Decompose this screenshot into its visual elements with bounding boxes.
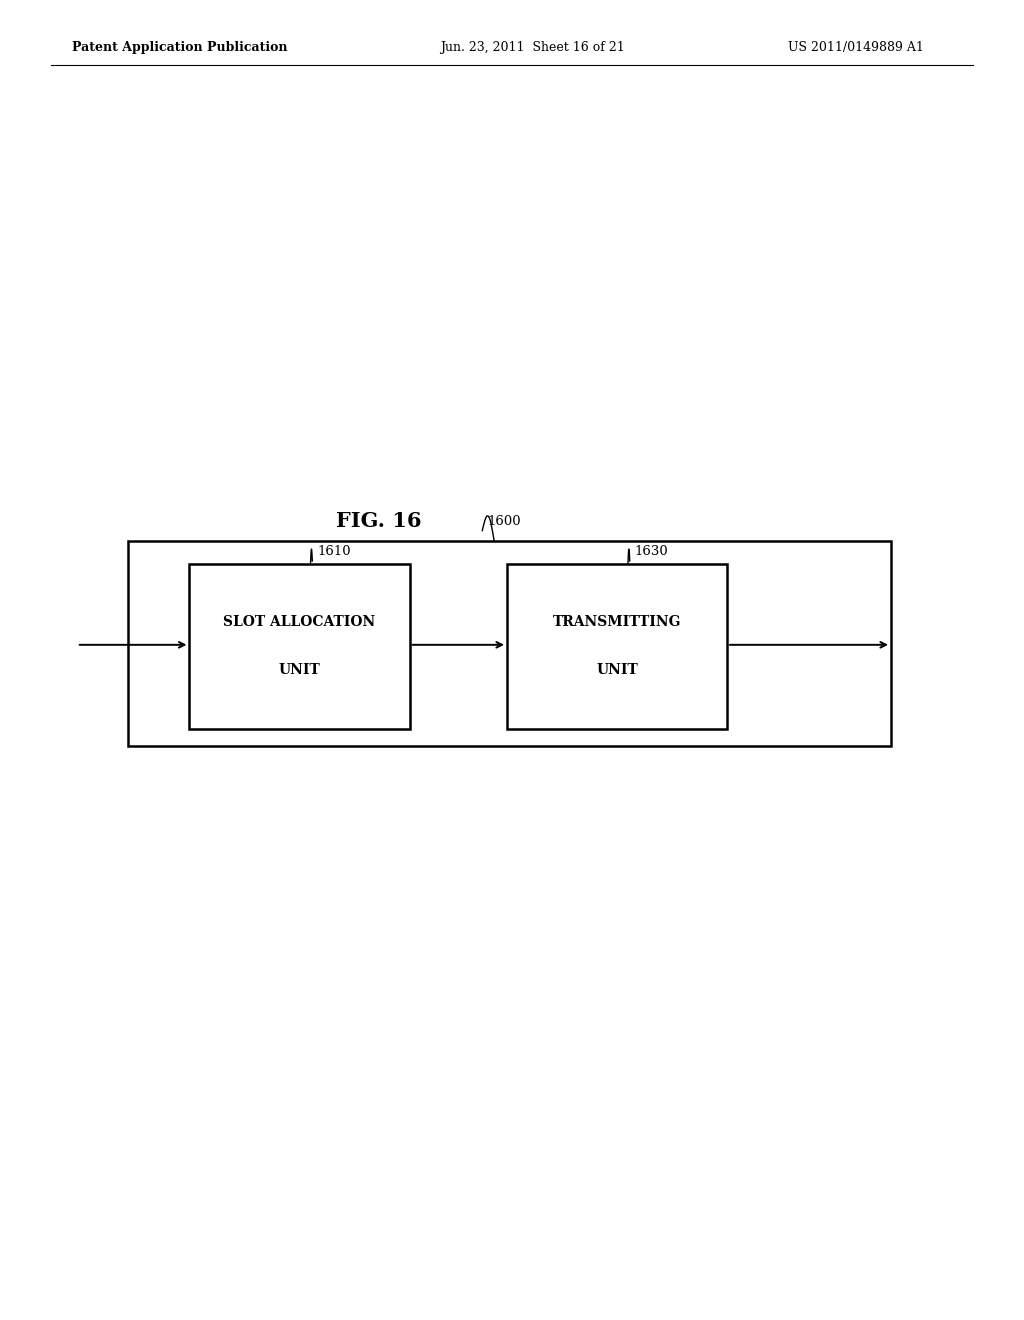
Bar: [128, 541, 891, 746]
Bar: [189, 564, 410, 729]
Bar: [507, 564, 727, 729]
Text: UNIT: UNIT: [596, 663, 638, 677]
Text: Patent Application Publication: Patent Application Publication: [72, 41, 287, 54]
Text: 1630: 1630: [635, 545, 669, 558]
Text: US 2011/0149889 A1: US 2011/0149889 A1: [788, 41, 925, 54]
Text: SLOT ALLOCATION: SLOT ALLOCATION: [223, 615, 376, 630]
Text: 1610: 1610: [317, 545, 351, 558]
Text: FIG. 16: FIG. 16: [336, 511, 422, 532]
Text: 1600: 1600: [487, 515, 521, 528]
Text: TRANSMITTING: TRANSMITTING: [553, 615, 681, 630]
Text: UNIT: UNIT: [279, 663, 321, 677]
Text: Jun. 23, 2011  Sheet 16 of 21: Jun. 23, 2011 Sheet 16 of 21: [440, 41, 625, 54]
